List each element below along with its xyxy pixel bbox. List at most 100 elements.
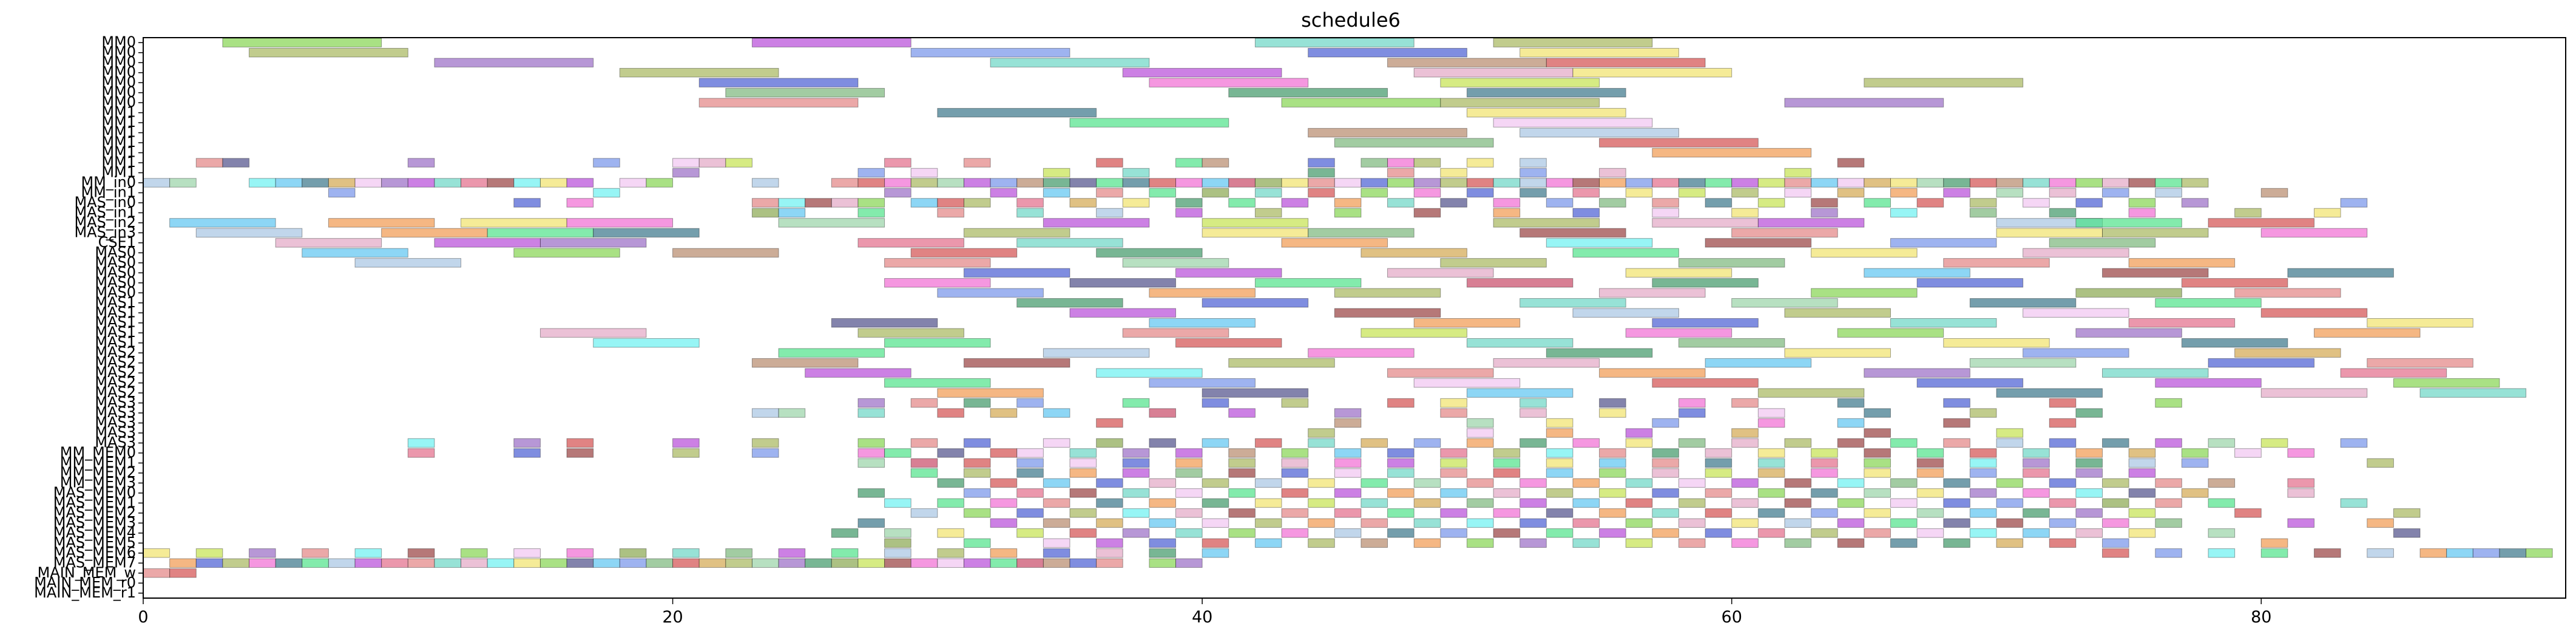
task-bar [1361,518,1388,528]
task-bar [910,468,938,478]
task-bar [1361,328,1467,338]
task-bar [1916,198,1944,208]
task-bar [1572,498,1600,508]
task-bar [169,178,197,188]
task-bar [2155,548,2182,558]
task-bar [1149,178,1177,188]
task-bar [857,238,964,248]
task-bar [1387,178,1415,188]
task-bar [2049,438,2077,448]
task-bar [1757,468,1785,478]
task-bar [937,178,964,188]
task-bar [1122,508,1150,518]
task-bar [1334,308,1441,318]
task-bar [1572,518,1600,528]
task-bar [1308,518,1335,528]
task-bar [1308,428,1335,438]
task-bar [1969,488,1997,498]
task-bar [778,408,806,418]
task-bar [1890,438,1918,448]
task-bar [831,198,859,208]
task-bar [1705,468,1733,478]
task-bar [1811,458,1838,468]
task-bar [857,208,885,218]
task-bar [1069,458,1097,468]
task-bar [1334,198,1362,208]
task-bar [1705,528,1733,538]
task-bar [407,158,435,168]
task-bar [751,438,779,448]
y-tick-label: MAIN_MEM_w [38,564,136,581]
task-bar [2102,548,2129,558]
task-bar [751,448,779,458]
y-tick-label: MAIN_MEM_r0 [34,574,136,591]
task-bar [1361,478,1388,488]
task-bar [1466,418,1494,428]
task-bar [1705,178,1733,188]
task-bar [275,178,303,188]
y-tick-label: MM1 [101,124,136,141]
task-bar [1281,468,1309,478]
task-bar [1864,178,1891,188]
task-bar [1228,458,1256,468]
task-bar [963,458,991,468]
task-bar [963,228,1070,238]
task-bar [1440,178,1467,188]
task-bar [1520,158,1547,168]
task-bar [910,178,938,188]
task-bar [1387,458,1415,468]
task-bar [1334,528,1362,538]
task-bar [1811,248,1918,258]
task-bar [2181,198,2209,208]
task-bar [1149,548,1177,558]
task-bar [857,178,885,188]
task-bar [1228,87,1388,98]
task-bar [2075,328,2182,338]
task-bar [2472,548,2500,558]
task-bar [434,558,462,568]
task-bar [1652,448,1679,458]
task-bar [1334,448,1362,458]
task-bar [884,498,911,508]
x-axis: 0 20 40 60 80 [138,598,2271,627]
task-bar [1757,488,1785,498]
task-bar [1731,178,1759,188]
task-bar [1943,338,2050,348]
task-bar [2155,188,2182,198]
task-bar [937,408,964,418]
task-bar [1625,498,1653,508]
task-bar [1308,438,1335,448]
task-bar [1069,468,1097,478]
task-bar [487,228,594,238]
task-bar [1308,158,1335,168]
task-bar [1625,478,1653,488]
task-bar [1837,418,1865,428]
task-bar [619,548,647,558]
task-bar [1254,498,1282,508]
task-bar [1122,528,1150,538]
task-bar [566,548,594,558]
task-bar [725,558,752,568]
task-bar [2023,508,2050,518]
task-bar [1652,198,1679,208]
task-bar [1202,398,1229,408]
task-bar [1890,178,1918,188]
task-bar [1493,468,1521,478]
task-bar [1890,188,1918,198]
task-bar [1572,308,1679,318]
task-bar [857,398,885,408]
task-bar [1387,398,1415,408]
task-bar [1043,218,1150,228]
task-bar [2260,188,2288,198]
y-tick-label: MAS3 [95,394,136,411]
task-bar [2155,178,2182,188]
task-bar [1652,318,1759,328]
task-bar [1731,188,1759,198]
task-bar [1493,528,1521,538]
task-bar [2128,448,2156,458]
task-bar [1466,178,1494,188]
task-bar [302,178,329,188]
task-bar [2128,318,2236,328]
task-bar [1969,298,2077,308]
task-bar [2181,458,2209,468]
